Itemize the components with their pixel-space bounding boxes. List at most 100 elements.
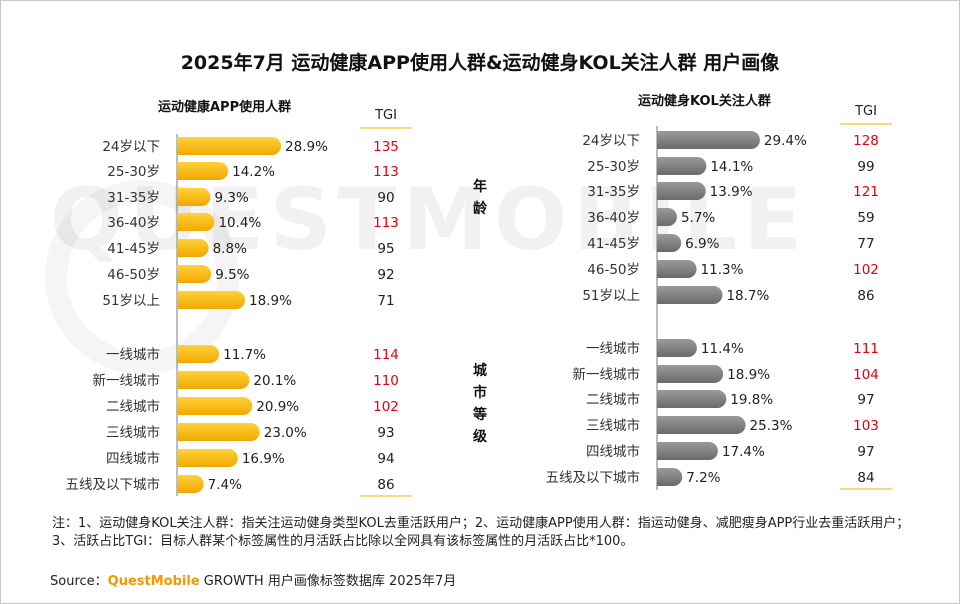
right-tick-label: 25-30岁 [587, 159, 640, 175]
left-value-label: 9.3% [214, 190, 248, 206]
right-tgi-value: 97 [857, 444, 874, 460]
chart-title: 2025年7月 运动健康APP使用人群&运动健身KOL关注人群 用户画像 [180, 52, 780, 74]
right-tick-label: 一线城市 [586, 340, 640, 357]
right-bar [657, 416, 746, 434]
left-value-label: 10.4% [218, 215, 261, 231]
left-tick-label: 新一线城市 [93, 372, 161, 389]
left-value-label: 28.9% [285, 139, 328, 155]
left-tgi-value: 114 [373, 347, 399, 363]
right-bar [657, 131, 760, 149]
right-tick-label: 36-40岁 [587, 210, 640, 226]
left-tick-label: 51岁以上 [102, 293, 160, 309]
left-bar [177, 345, 220, 363]
left-tgi-value: 90 [377, 190, 394, 206]
right-tick-label: 二线城市 [586, 391, 640, 408]
source-text: GROWTH 用户画像标签数据库 2025年7月 [199, 574, 457, 589]
right-bar [657, 286, 723, 304]
source-brand: QuestMobile [107, 574, 200, 589]
left-tgi-value: 135 [373, 139, 399, 155]
left-value-label: 20.1% [253, 373, 296, 389]
left-value-label: 11.7% [223, 347, 266, 363]
right-tgi-value: 121 [853, 184, 879, 200]
right-tick-label: 新一线城市 [573, 366, 641, 383]
left-tick-label: 24岁以下 [102, 139, 160, 155]
left-bar [177, 162, 229, 180]
right-tick-label: 三线城市 [586, 417, 640, 434]
left-tgi-value: 71 [377, 293, 394, 309]
left-tgi-value: 86 [377, 477, 394, 493]
left-bar [177, 188, 211, 206]
left-chart-title: 运动健康APP使用人群 [158, 100, 292, 115]
right-tick-label: 51岁以上 [582, 288, 640, 304]
right-value-label: 7.2% [686, 470, 720, 486]
footnote: 注：1、运动健身KOL关注人群：指关注运动健身类型KOL去重活跃用户；2、运动健… [52, 516, 910, 549]
right-tick-label: 四线城市 [586, 443, 640, 460]
left-value-label: 9.5% [215, 267, 249, 283]
right-tgi-value: 84 [857, 470, 874, 486]
left-bar [177, 397, 253, 415]
right-value-label: 25.3% [750, 418, 793, 434]
left-tgi-value: 94 [377, 451, 394, 467]
left-value-label: 18.9% [249, 293, 292, 309]
right-value-label: 18.9% [727, 367, 770, 383]
right-value-label: 11.4% [701, 341, 744, 357]
left-tick-label: 46-50岁 [107, 267, 160, 283]
right-value-label: 14.1% [710, 159, 753, 175]
left-value-label: 14.2% [232, 164, 275, 180]
right-value-label: 11.3% [701, 262, 744, 278]
right-value-label: 6.9% [685, 236, 719, 252]
left-value-label: 7.4% [208, 477, 242, 493]
left-bar [177, 137, 282, 155]
right-tgi-header: TGI [854, 104, 877, 119]
right-tgi-value: 59 [857, 210, 874, 226]
right-bar [657, 442, 718, 460]
source-line: Source：QuestMobile GROWTH 用户画像标签数据库 2025… [50, 570, 456, 589]
right-tgi-value: 97 [857, 392, 874, 408]
left-value-label: 16.9% [242, 451, 285, 467]
right-tgi-value: 128 [853, 133, 879, 149]
source-label: Source： [50, 574, 108, 589]
left-bar [177, 291, 246, 309]
right-chart-title: 运动健身KOL关注人群 [638, 94, 771, 109]
left-tick-label: 三线城市 [106, 424, 160, 441]
right-tgi-value: 86 [857, 288, 874, 304]
section-label-age: 年龄 [473, 179, 487, 217]
left-bar [177, 371, 250, 389]
right-tick-label: 24岁以下 [582, 133, 640, 149]
left-tick-label: 25-30岁 [107, 164, 160, 180]
right-tgi-value: 103 [853, 418, 879, 434]
right-tick-label: 31-35岁 [587, 184, 640, 200]
left-bar [177, 265, 212, 283]
right-tgi-value: 111 [853, 341, 879, 357]
right-bar [657, 339, 697, 357]
right-tgi-value: 99 [857, 159, 874, 175]
left-value-label: 20.9% [256, 399, 299, 415]
right-bar [657, 468, 683, 486]
right-tick-label: 五线及以下城市 [546, 469, 641, 486]
right-tgi-value: 77 [857, 236, 874, 252]
left-tick-label: 41-45岁 [107, 241, 160, 257]
right-tick-label: 41-45岁 [587, 236, 640, 252]
right-bar [657, 260, 697, 278]
right-value-label: 19.8% [730, 392, 773, 408]
right-bar [657, 157, 707, 175]
left-bar [177, 423, 260, 441]
left-value-label: 8.8% [213, 241, 247, 257]
right-value-label: 5.7% [681, 210, 715, 226]
right-bar [657, 365, 724, 383]
left-tick-label: 四线城市 [106, 450, 160, 467]
right-bar [657, 208, 677, 226]
right-tick-label: 46-50岁 [587, 262, 640, 278]
right-bar [657, 234, 682, 252]
left-tgi-value: 110 [373, 373, 399, 389]
right-bar [657, 390, 727, 408]
left-bar [177, 449, 238, 467]
left-bar [177, 213, 215, 231]
left-tgi-value: 113 [373, 215, 399, 231]
right-value-label: 17.4% [722, 444, 765, 460]
left-tgi-value: 95 [377, 241, 394, 257]
left-value-label: 23.0% [264, 425, 307, 441]
left-tgi-value: 113 [373, 164, 399, 180]
left-tick-label: 36-40岁 [107, 215, 160, 231]
